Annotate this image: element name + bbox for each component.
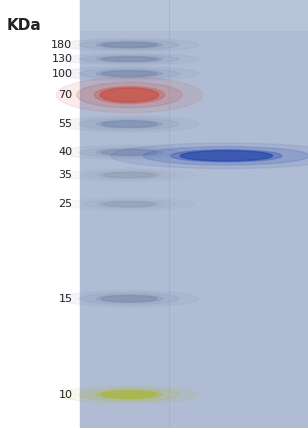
Ellipse shape [171,150,282,162]
Ellipse shape [102,391,157,398]
Text: KDa: KDa [6,18,41,33]
Ellipse shape [64,169,195,181]
Ellipse shape [102,71,157,77]
Ellipse shape [102,295,157,302]
Ellipse shape [82,170,176,180]
Ellipse shape [98,172,161,178]
Ellipse shape [64,198,195,211]
Ellipse shape [79,293,179,305]
Ellipse shape [102,57,157,61]
Ellipse shape [102,149,157,155]
Ellipse shape [79,68,179,79]
Ellipse shape [180,151,273,161]
Ellipse shape [79,388,179,401]
Text: 10: 10 [59,389,72,400]
Text: 15: 15 [59,294,72,304]
Ellipse shape [98,201,161,207]
Ellipse shape [102,42,157,48]
Bar [80,0,308,428]
Ellipse shape [79,40,179,50]
Ellipse shape [60,291,199,307]
Ellipse shape [94,86,164,104]
Ellipse shape [79,147,179,158]
Text: 40: 40 [58,147,72,158]
Text: 70: 70 [58,90,72,100]
Ellipse shape [79,118,179,130]
Ellipse shape [60,145,199,160]
Ellipse shape [96,42,163,48]
Text: 130: 130 [51,54,72,64]
Ellipse shape [77,82,182,108]
Text: 25: 25 [58,199,72,209]
Ellipse shape [96,56,163,62]
Text: 180: 180 [51,40,72,50]
Ellipse shape [60,39,199,51]
Ellipse shape [60,386,199,404]
Ellipse shape [111,143,308,169]
Ellipse shape [60,54,199,65]
Ellipse shape [82,199,176,209]
Ellipse shape [103,202,156,207]
Ellipse shape [96,390,163,399]
Ellipse shape [60,66,199,81]
Text: 100: 100 [51,68,72,79]
Text: 35: 35 [59,170,72,180]
Ellipse shape [96,295,163,303]
Ellipse shape [102,121,157,128]
Ellipse shape [143,146,308,165]
Ellipse shape [56,77,203,113]
Text: 55: 55 [59,119,72,129]
Ellipse shape [96,149,163,156]
Ellipse shape [96,70,163,77]
Ellipse shape [96,120,163,128]
Bar [80,0,308,30]
Ellipse shape [79,55,179,63]
Ellipse shape [103,172,156,178]
Ellipse shape [100,88,159,102]
Ellipse shape [60,116,199,132]
